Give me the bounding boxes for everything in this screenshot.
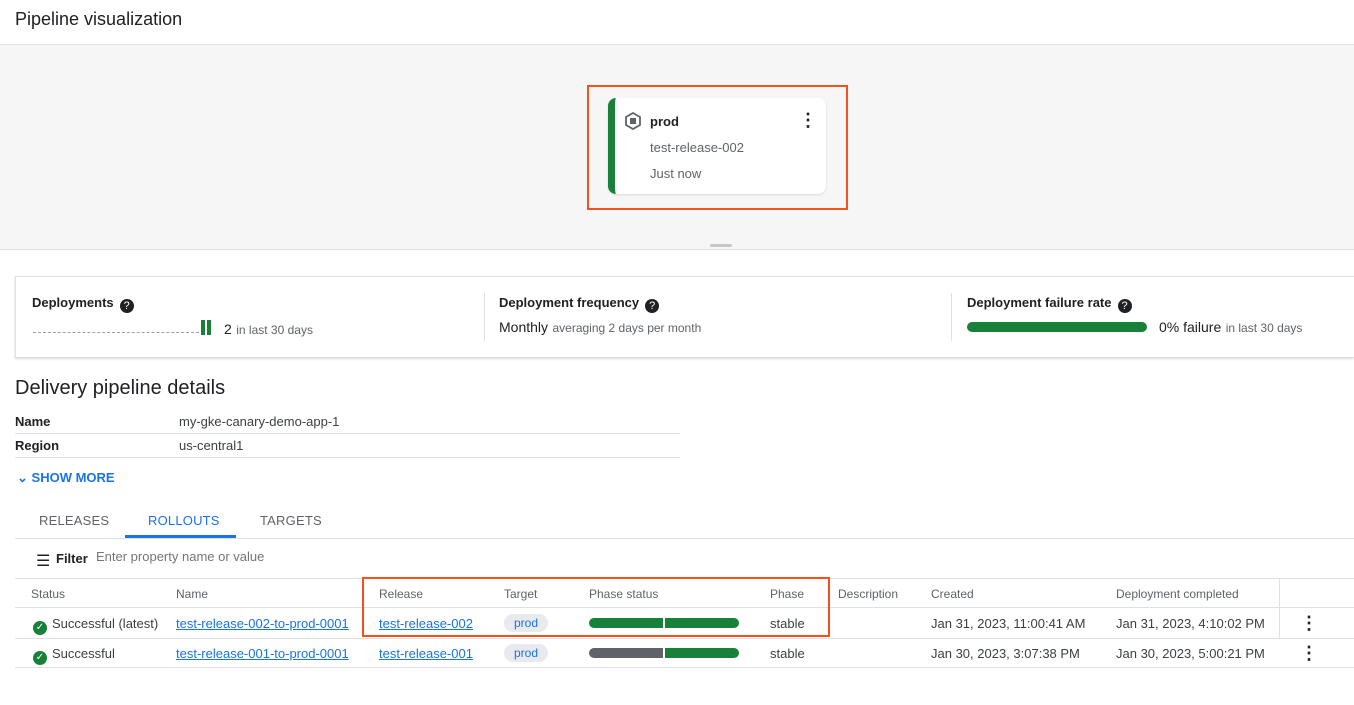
deployments-sparkline [33, 332, 199, 333]
deployments-value: 2 [224, 321, 232, 337]
target-icon [625, 112, 641, 130]
frequency-value: Monthly [499, 319, 549, 335]
deployment-bar [201, 320, 205, 335]
failure-label: Deployment failure rate [967, 295, 1112, 310]
completed-cell: Jan 30, 2023, 5:00:21 PM [1116, 646, 1265, 661]
node-more-icon[interactable]: ⋮ [799, 110, 817, 130]
table-row-border [15, 638, 1354, 668]
filter-icon: ☰ [36, 553, 51, 570]
details-title: Delivery pipeline details [15, 377, 226, 399]
rollout-link[interactable]: test-release-002-to-prod-0001 [176, 616, 349, 631]
created-cell: Jan 31, 2023, 11:00:41 AM [931, 616, 1086, 631]
chevron-down-icon: ⌄ [17, 470, 28, 485]
detail-value: us-central1 [179, 438, 244, 453]
resize-handle[interactable] [710, 244, 732, 247]
created-cell: Jan 30, 2023, 3:07:38 PM [931, 646, 1080, 661]
phase-cell: stable [770, 616, 805, 631]
phase-segment [589, 648, 663, 658]
metrics-card: Deployments? 2 in last 30 days Deploymen… [15, 276, 1354, 358]
node-release: test-release-002 [650, 140, 744, 155]
check-circle-icon: ✓ [33, 621, 47, 635]
detail-key: Region [15, 438, 60, 453]
failure-value: 0% failure [1159, 319, 1222, 335]
phase-cell: stable [770, 646, 805, 661]
frequency-suffix: averaging 2 days per month [552, 321, 702, 335]
node-target: prod [650, 114, 679, 129]
active-tab-indicator [125, 535, 236, 538]
divider [1279, 578, 1280, 638]
column-header[interactable]: Release [379, 587, 424, 601]
column-header[interactable]: Deployment completed [1116, 587, 1239, 601]
row-more-icon[interactable]: ⋮ [1300, 643, 1318, 663]
detail-row-name: Name my-gke-canary-demo-app-1 [15, 410, 680, 434]
table-row: ✓ Successful (latest) test-release-002-to… [0, 608, 1354, 638]
tab-releases[interactable]: RELEASES [39, 513, 110, 528]
status-cell: ✓ Successful (latest) [33, 616, 158, 635]
status-text: Successful (latest) [52, 616, 159, 631]
help-icon[interactable]: ? [645, 299, 660, 313]
phase-segment [665, 648, 739, 658]
tab-rollouts[interactable]: ROLLOUTS [148, 513, 220, 528]
table-row: ✓ Successful test-release-001-to-prod-000… [0, 638, 1354, 668]
column-header[interactable]: Status [31, 587, 66, 601]
node-time: Just now [650, 166, 702, 181]
filter-input[interactable] [96, 549, 496, 564]
divider [484, 293, 485, 341]
page-title: Pipeline visualization [15, 9, 183, 29]
row-more-icon[interactable]: ⋮ [1300, 613, 1318, 633]
status-cell: ✓ Successful [33, 646, 115, 665]
tab-targets[interactable]: TARGETS [260, 513, 322, 528]
column-header[interactable]: Phase [770, 587, 805, 601]
deployments-label: Deployments [32, 295, 114, 310]
show-more-button[interactable]: ⌄ SHOW MORE [17, 470, 115, 486]
column-header[interactable]: Description [838, 587, 899, 601]
target-node-prod[interactable]: prod ⋮ test-release-002 Just now [608, 98, 826, 194]
detail-row-region: Region us-central1 [15, 434, 680, 458]
phase-status-bar [589, 648, 739, 658]
completed-cell: Jan 31, 2023, 4:10:02 PM [1116, 616, 1265, 631]
column-header[interactable]: Name [176, 587, 209, 601]
phase-segment [589, 618, 663, 628]
rollout-link[interactable]: test-release-001-to-prod-0001 [176, 646, 349, 661]
filter-label: Filter [56, 551, 88, 566]
detail-key: Name [15, 414, 51, 429]
deployments-suffix: in last 30 days [236, 323, 313, 337]
highlight-box [587, 85, 848, 210]
deployment-bar [207, 320, 211, 335]
phase-segment [665, 618, 739, 628]
release-link[interactable]: test-release-001 [379, 646, 473, 661]
help-icon[interactable]: ? [119, 299, 134, 313]
failure-suffix: in last 30 days [1225, 321, 1303, 335]
check-circle-icon: ✓ [33, 651, 47, 665]
frequency-label: Deployment frequency [499, 295, 640, 310]
target-chip[interactable]: prod [504, 614, 549, 632]
failure-rate-bar [967, 322, 1147, 332]
divider [951, 293, 952, 341]
show-more-label: SHOW MORE [31, 470, 115, 485]
detail-value: my-gke-canary-demo-app-1 [179, 414, 340, 429]
column-header[interactable]: Phase status [589, 587, 659, 601]
column-header[interactable]: Created [931, 587, 974, 601]
release-link[interactable]: test-release-002 [379, 616, 473, 631]
divider [15, 538, 1354, 539]
status-text: Successful [52, 646, 115, 661]
help-icon[interactable]: ? [1117, 299, 1132, 313]
phase-status-bar [589, 618, 739, 628]
target-chip[interactable]: prod [504, 644, 549, 662]
column-header[interactable]: Target [504, 587, 538, 601]
highlight-box [362, 577, 830, 637]
